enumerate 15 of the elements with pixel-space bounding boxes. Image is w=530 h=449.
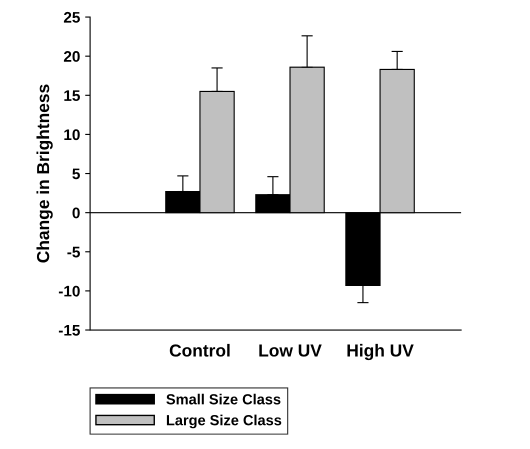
y-tick-label: -5 bbox=[67, 246, 80, 258]
x-tick-label: Low UV bbox=[259, 344, 322, 357]
x-tick-label: Control bbox=[170, 344, 230, 357]
y-tick-label: 25 bbox=[64, 12, 80, 23]
legend-label: Large Size Class bbox=[166, 414, 282, 428]
y-tick-label: 10 bbox=[64, 129, 80, 140]
y-axis-title: Change in Brightness bbox=[36, 84, 53, 263]
y-tick-label: 5 bbox=[72, 168, 80, 180]
y-tick-label: 15 bbox=[64, 90, 80, 101]
y-tick-label: 20 bbox=[64, 51, 80, 62]
y-tick-label: -10 bbox=[58, 286, 80, 297]
legend-label: Small Size Class bbox=[166, 394, 280, 404]
x-tick-label: High UV bbox=[347, 344, 414, 360]
y-tick-label: -15 bbox=[58, 325, 80, 336]
y-tick-label: 0 bbox=[72, 208, 80, 218]
